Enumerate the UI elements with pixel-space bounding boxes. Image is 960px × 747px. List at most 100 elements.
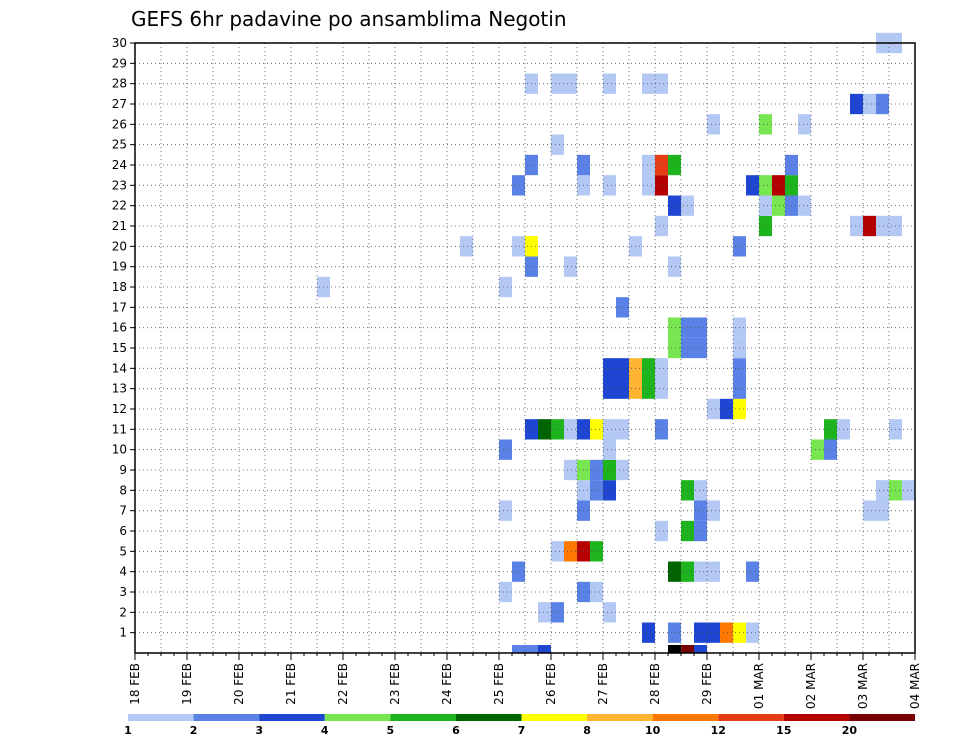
heatmap-cell [564, 256, 577, 277]
heatmap-cell [590, 541, 603, 562]
heatmap-cell [863, 93, 876, 115]
y-tick-label: 4 [119, 565, 127, 579]
heatmap-cell [876, 480, 889, 501]
heatmap-cell [681, 645, 694, 653]
legend-swatch [521, 714, 588, 721]
heatmap-cell [694, 645, 707, 653]
heatmap-cell [746, 622, 759, 643]
y-tick-label: 22 [112, 199, 127, 213]
heatmap-cell [603, 480, 616, 501]
heatmap-cell [564, 419, 577, 440]
legend-swatch [652, 714, 719, 721]
y-tick-label: 5 [119, 544, 127, 558]
chart-title: GEFS 6hr padavine po ansamblima Negotin [131, 7, 567, 31]
heatmap-cell [499, 581, 512, 603]
legend-swatch [455, 714, 522, 721]
y-tick-label: 24 [112, 158, 127, 172]
heatmap-cell [499, 439, 512, 460]
heatmap-cell [707, 622, 720, 643]
heatmap-cell [551, 602, 564, 623]
y-tick-label: 25 [112, 138, 127, 152]
heatmap-cell [499, 276, 512, 298]
x-tick-label: 01 MAR [752, 663, 766, 709]
heatmap-cell [655, 154, 668, 176]
heatmap-cell [551, 419, 564, 440]
y-tick-label: 28 [112, 77, 127, 91]
y-tick-label: 11 [112, 422, 127, 436]
y-tick-label: 3 [119, 585, 127, 599]
y-tick-label: 12 [112, 402, 127, 416]
y-tick-label: 27 [112, 97, 127, 111]
heatmap-cell [720, 622, 733, 643]
legend-swatch [324, 714, 391, 721]
heatmap-cell [564, 541, 577, 562]
heatmap-cell [746, 175, 759, 196]
heatmap-cell [694, 317, 707, 338]
heatmap-cell [668, 154, 681, 176]
grid-lines [135, 42, 915, 653]
heatmap-cell [707, 500, 720, 521]
heatmap-cell [564, 459, 577, 481]
legend-swatch [587, 714, 653, 721]
legend-label: 8 [583, 724, 591, 737]
heatmap-cell [590, 419, 603, 440]
heatmap-cell [759, 195, 772, 216]
heatmap-cell [564, 73, 577, 94]
heatmap-cell [642, 73, 655, 94]
heatmap-cell [642, 154, 655, 176]
heatmap-cell [694, 337, 707, 359]
legend-swatch [128, 714, 194, 721]
legend-label: 5 [387, 724, 395, 737]
heatmap-cell [551, 73, 564, 94]
heatmap-cell [772, 195, 785, 216]
y-tick-label: 26 [112, 117, 127, 131]
legend-label: 15 [776, 724, 791, 737]
heatmap-cell [876, 93, 889, 115]
heatmap-cell [824, 419, 837, 440]
heatmap-cell [512, 175, 525, 196]
heatmap-cell [876, 500, 889, 521]
y-tick-label: 10 [112, 443, 127, 457]
x-tick-label: 26 FEB [544, 663, 558, 705]
heatmap-cell [876, 215, 889, 237]
x-tick-label: 28 FEB [648, 663, 662, 705]
heatmap-cell [603, 439, 616, 460]
heatmap-cell [551, 541, 564, 562]
legend-label: 10 [645, 724, 661, 737]
y-tick-label: 23 [112, 178, 127, 192]
heatmap-cell [655, 358, 668, 379]
heatmap-cell [512, 236, 525, 257]
y-tick-label: 17 [112, 300, 127, 314]
y-tick-label: 1 [119, 626, 127, 640]
x-tick-label: 02 MAR [804, 663, 818, 709]
y-tick-label: 16 [112, 321, 127, 335]
heatmap-cell [616, 419, 629, 440]
heatmap-cell [525, 645, 538, 653]
heatmap-cell [655, 175, 668, 196]
legend-swatch [259, 714, 325, 721]
heatmap-cell [642, 175, 655, 196]
x-tick-label: 18 FEB [128, 663, 142, 705]
y-tick-label: 19 [112, 260, 127, 274]
heatmap-cell [616, 358, 629, 379]
y-tick-label: 8 [119, 483, 127, 497]
heatmap-cell [694, 561, 707, 582]
heatmap-cell [902, 480, 915, 501]
legend-label: 20 [842, 724, 858, 737]
heatmap-cell [460, 236, 473, 257]
legend-label: 3 [255, 724, 263, 737]
x-tick-label: 20 FEB [232, 663, 246, 705]
y-tick-label: 14 [112, 361, 127, 375]
legend-swatch [390, 714, 456, 721]
legend-label: 2 [190, 724, 198, 737]
y-tick-label: 29 [112, 56, 127, 70]
color-legend: 1 2 3 4 5 6 7 8 10 12 15 20 [124, 714, 915, 737]
x-tick-label: 25 FEB [492, 663, 506, 705]
heatmap-cell [863, 215, 876, 237]
legend-swatch [849, 714, 915, 721]
heatmap-cell [538, 602, 551, 623]
heatmap-cell [694, 480, 707, 501]
heatmap-cell [798, 114, 811, 135]
heatmap-cell [759, 114, 772, 135]
heatmap-cells [317, 32, 915, 653]
